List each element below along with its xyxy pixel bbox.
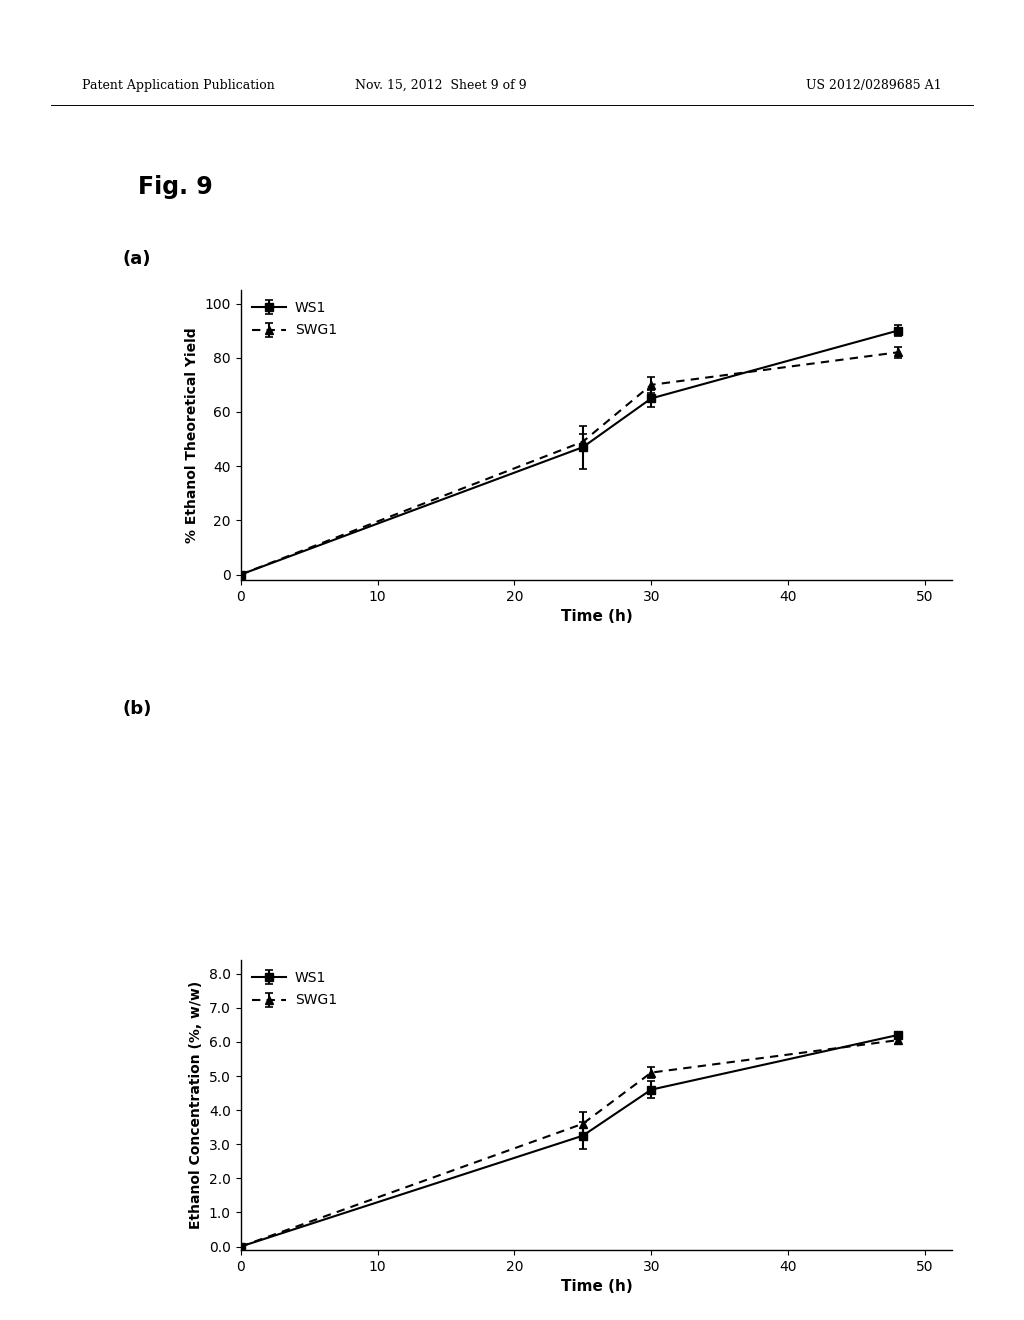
Text: Fig. 9: Fig. 9 (138, 176, 213, 199)
Legend: WS1, SWG1: WS1, SWG1 (248, 968, 341, 1011)
Text: Patent Application Publication: Patent Application Publication (82, 78, 274, 91)
Y-axis label: % Ethanol Theoretical Yield: % Ethanol Theoretical Yield (185, 327, 199, 543)
Text: (a): (a) (123, 249, 152, 268)
Text: (b): (b) (123, 700, 153, 718)
X-axis label: Time (h): Time (h) (560, 610, 633, 624)
Legend: WS1, SWG1: WS1, SWG1 (248, 297, 341, 342)
Text: US 2012/0289685 A1: US 2012/0289685 A1 (807, 78, 942, 91)
X-axis label: Time (h): Time (h) (560, 1279, 633, 1295)
Y-axis label: Ethanol Concentration (%, w/w): Ethanol Concentration (%, w/w) (189, 981, 204, 1229)
Text: Nov. 15, 2012  Sheet 9 of 9: Nov. 15, 2012 Sheet 9 of 9 (354, 78, 526, 91)
